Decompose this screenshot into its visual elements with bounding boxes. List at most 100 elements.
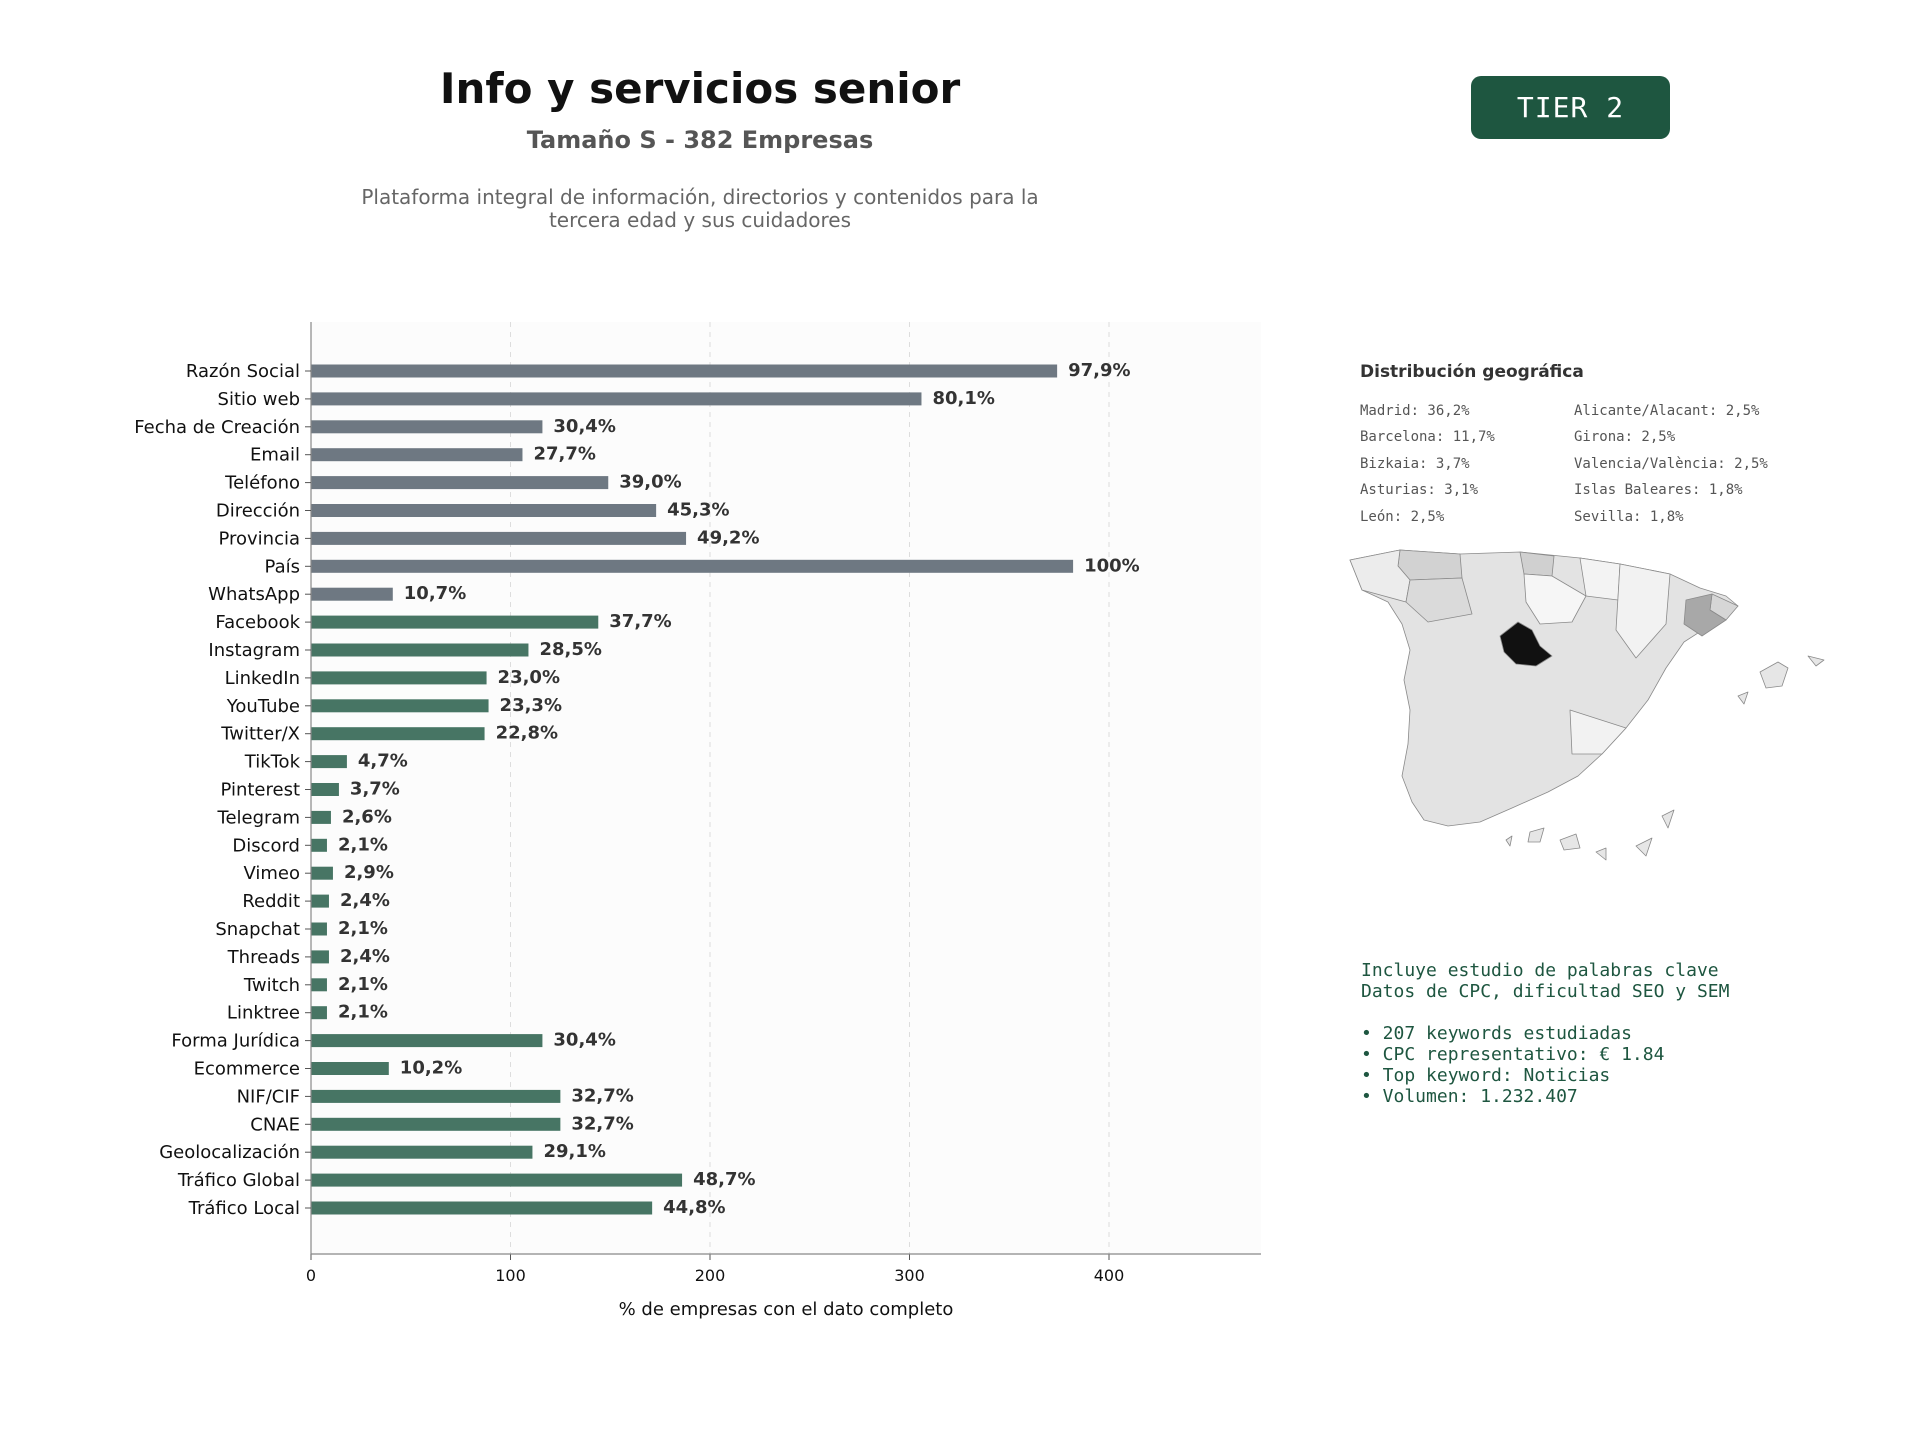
value-label: 80,1% [932, 388, 994, 409]
category-label: Email [250, 445, 300, 466]
value-label: 3,7% [350, 779, 400, 800]
geo-item: Girona: 2,5% [1574, 429, 1676, 446]
map-south-light [1569, 709, 1627, 755]
category-label: Provincia [218, 528, 300, 549]
bar [311, 531, 687, 545]
category-label: País [265, 556, 300, 577]
keyword-bullet: • Volumen: 1.232.407 [1361, 1086, 1578, 1107]
geo-title: Distribución geográfica [1360, 362, 1584, 382]
value-label: 32,7% [571, 1113, 633, 1134]
bar [311, 392, 922, 406]
map-baleares [1759, 661, 1789, 689]
category-label: Snapchat [215, 919, 300, 940]
map-aragon [1615, 563, 1671, 659]
category-label: Tráfico Global [177, 1170, 300, 1191]
geo-item: Islas Baleares: 1,8% [1574, 482, 1743, 499]
value-label: 2,1% [338, 1002, 388, 1023]
bar [311, 1117, 561, 1131]
value-label: 100% [1084, 555, 1140, 576]
plot-background [311, 322, 1261, 1254]
value-label: 2,4% [340, 890, 390, 911]
bar [311, 504, 657, 517]
value-label: 29,1% [543, 1141, 605, 1162]
bar [311, 978, 327, 992]
value-label: 39,0% [619, 472, 681, 493]
category-label: Twitter/X [220, 724, 300, 745]
axes: 0 100 200 300 400 [305, 322, 1261, 1285]
bar [311, 783, 339, 796]
x-tick-label: 200 [695, 1266, 726, 1285]
category-label: Dirección [216, 501, 300, 522]
category-label: YouTube [226, 696, 300, 717]
category-label: Pinterest [220, 780, 300, 801]
bar [311, 448, 523, 462]
geo-item: Asturias: 3,1% [1360, 482, 1479, 499]
category-label: LinkedIn [225, 668, 300, 689]
map-navarra [1579, 557, 1621, 601]
bar [311, 420, 543, 434]
category-label: Telegram [217, 807, 300, 828]
value-label: 10,7% [404, 583, 466, 604]
bar [311, 1089, 561, 1103]
category-label: Geolocalización [159, 1142, 300, 1163]
description-line-1: Plataforma integral de información, dire… [361, 185, 1039, 209]
value-label: 44,8% [663, 1197, 725, 1218]
bar [311, 615, 599, 629]
value-label: 97,9% [1068, 360, 1130, 381]
map-asturias [1397, 549, 1463, 581]
value-label: 27,7% [533, 444, 595, 465]
bar [311, 476, 609, 490]
value-label: 32,7% [571, 1085, 633, 1106]
bar [311, 1173, 683, 1187]
bar [311, 671, 487, 685]
category-label: Linktree [227, 1003, 300, 1024]
bar [311, 810, 331, 824]
map-canarias-3 [1595, 847, 1607, 861]
category-label: Facebook [215, 612, 300, 633]
category-label: Instagram [208, 640, 300, 661]
bars: Razón Social 97,9% Sitio web 80,1% Fecha de … [134, 360, 1139, 1219]
x-tick-label: 100 [495, 1266, 526, 1285]
bar [311, 1006, 327, 1020]
category-label: Threads [227, 947, 300, 968]
value-label: 2,1% [338, 834, 388, 855]
category-label: Ecommerce [194, 1059, 300, 1080]
bar [311, 1062, 389, 1075]
map-menorca [1807, 655, 1825, 667]
map-ibiza [1737, 691, 1749, 705]
value-label: 23,3% [500, 695, 562, 716]
value-label: 49,2% [697, 527, 759, 548]
value-label: 2,9% [344, 862, 394, 883]
value-label: 45,3% [667, 500, 729, 521]
geo-item: León: 2,5% [1360, 508, 1445, 525]
bar [311, 1201, 653, 1215]
map-canarias-4 [1635, 837, 1653, 857]
x-tick-label: 0 [306, 1266, 316, 1285]
value-label: 48,7% [693, 1169, 755, 1190]
value-label: 37,7% [609, 611, 671, 632]
page-description: Plataforma integral de información, dire… [320, 186, 1080, 232]
value-label: 10,2% [400, 1058, 462, 1079]
description-line-2: tercera edad y sus cuidadores [548, 208, 852, 232]
bar [311, 894, 329, 908]
x-tick-label: 300 [894, 1266, 925, 1285]
geo-list: Madrid: 36,2% Alicante/Alacant: 2,5% Bar… [1360, 398, 1830, 530]
spain-map [1349, 549, 1825, 861]
geo-item: Sevilla: 1,8% [1574, 508, 1684, 525]
map-canarias-5 [1661, 809, 1675, 829]
keyword-line-1: Incluye estudio de palabras clave [1361, 960, 1719, 981]
value-label: 30,4% [553, 1030, 615, 1051]
bar [311, 587, 393, 601]
keyword-study: Incluye estudio de palabras clave Datos d… [1361, 960, 1729, 1107]
category-label: Fecha de Creación [134, 417, 300, 438]
map-madrid [1499, 621, 1553, 667]
bar [311, 838, 327, 852]
value-label: 2,1% [338, 974, 388, 995]
geo-item: Bizkaia: 3,7% [1360, 455, 1470, 472]
category-label: TikTok [244, 752, 301, 773]
category-label: Tráfico Local [188, 1198, 300, 1219]
category-label: Vimeo [243, 863, 300, 884]
geo-item: Alicante/Alacant: 2,5% [1574, 403, 1760, 419]
category-label: Sitio web [218, 389, 300, 410]
category-label: Discord [232, 835, 300, 856]
